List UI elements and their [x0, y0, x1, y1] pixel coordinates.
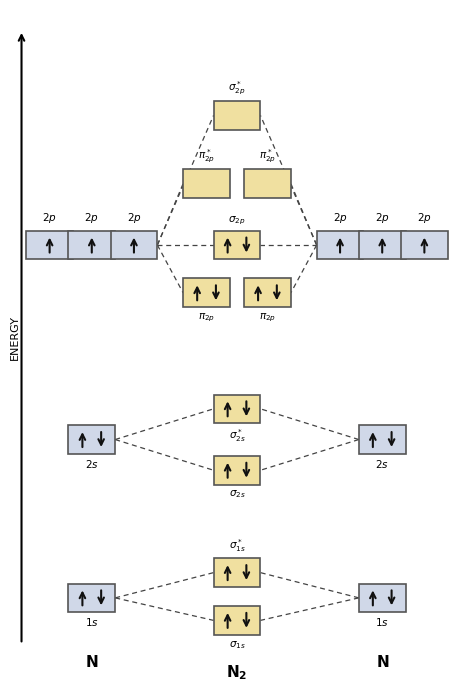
Text: $\pi_{2p}$: $\pi_{2p}$	[198, 311, 215, 323]
Text: $2p$: $2p$	[42, 211, 57, 225]
FancyBboxPatch shape	[359, 230, 406, 259]
FancyBboxPatch shape	[183, 279, 230, 307]
Text: $1s$: $1s$	[85, 616, 99, 628]
FancyBboxPatch shape	[214, 606, 260, 635]
Text: ENERGY: ENERGY	[9, 314, 19, 360]
FancyBboxPatch shape	[183, 169, 230, 198]
FancyBboxPatch shape	[359, 425, 406, 454]
Text: $\sigma_{2p}$: $\sigma_{2p}$	[228, 214, 246, 226]
Text: $\sigma^*_{2p}$: $\sigma^*_{2p}$	[228, 80, 246, 97]
Text: $1s$: $1s$	[375, 616, 389, 628]
Text: $\mathbf{N_2}$: $\mathbf{N_2}$	[226, 663, 248, 682]
Text: $\pi_{2p}$: $\pi_{2p}$	[259, 311, 276, 323]
FancyBboxPatch shape	[214, 101, 260, 130]
FancyBboxPatch shape	[359, 583, 406, 612]
FancyBboxPatch shape	[26, 230, 73, 259]
FancyBboxPatch shape	[317, 230, 364, 259]
FancyBboxPatch shape	[214, 230, 260, 259]
FancyBboxPatch shape	[68, 230, 115, 259]
FancyBboxPatch shape	[214, 456, 260, 484]
Text: $2p$: $2p$	[333, 211, 347, 225]
Text: $\mathbf{N}$: $\mathbf{N}$	[375, 654, 389, 670]
Text: $2p$: $2p$	[127, 211, 141, 225]
FancyBboxPatch shape	[68, 583, 115, 612]
Text: $\sigma^*_{2s}$: $\sigma^*_{2s}$	[228, 427, 246, 444]
FancyBboxPatch shape	[110, 230, 157, 259]
Text: $\pi^*_{2p}$: $\pi^*_{2p}$	[259, 148, 276, 165]
Text: $2p$: $2p$	[417, 211, 432, 225]
Text: $2p$: $2p$	[84, 211, 99, 225]
Text: $\sigma^*_{1s}$: $\sigma^*_{1s}$	[228, 537, 246, 555]
Text: $2s$: $2s$	[85, 458, 99, 470]
Text: $2p$: $2p$	[375, 211, 390, 225]
Text: $\sigma_{2s}$: $\sigma_{2s}$	[228, 488, 246, 500]
Text: $\mathbf{N}$: $\mathbf{N}$	[85, 654, 99, 670]
Text: $2s$: $2s$	[375, 458, 389, 470]
FancyBboxPatch shape	[244, 169, 291, 198]
FancyBboxPatch shape	[214, 394, 260, 423]
Text: $\pi^*_{2p}$: $\pi^*_{2p}$	[198, 148, 215, 165]
FancyBboxPatch shape	[244, 279, 291, 307]
Text: $\sigma_{1s}$: $\sigma_{1s}$	[228, 639, 246, 651]
FancyBboxPatch shape	[401, 230, 448, 259]
FancyBboxPatch shape	[68, 425, 115, 454]
FancyBboxPatch shape	[214, 558, 260, 587]
